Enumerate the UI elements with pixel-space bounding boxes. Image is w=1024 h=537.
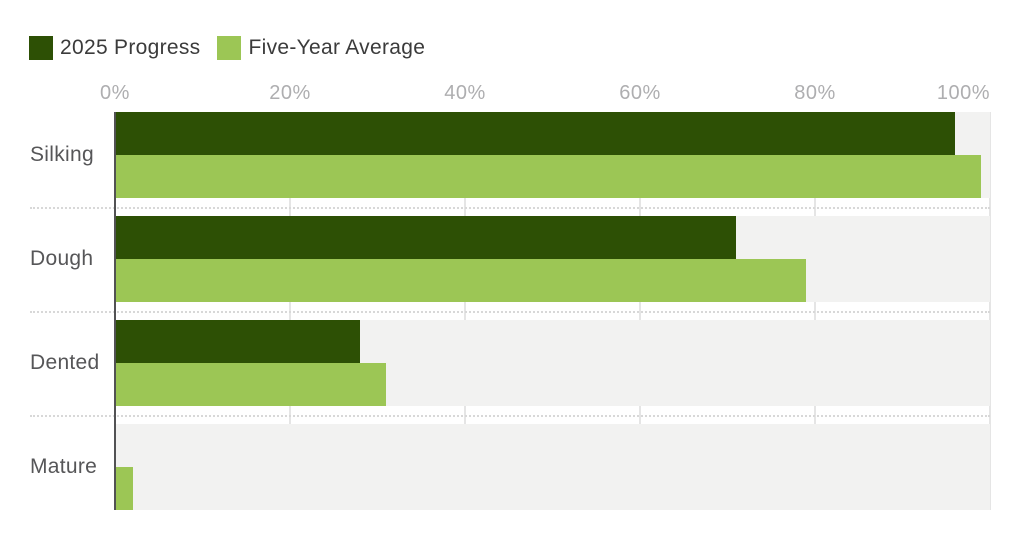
legend-swatch-five-year-average <box>217 36 242 60</box>
x-tick-label-40: 40% <box>444 82 486 104</box>
legend: 2025 Progress Five-Year Average <box>29 36 425 60</box>
dotted-separator-3 <box>30 415 990 417</box>
x-tick-label-100: 100% <box>936 82 990 104</box>
plot-area <box>115 112 991 510</box>
x-tick-label-20: 20% <box>269 82 311 104</box>
x-tick-label-80: 80% <box>794 82 836 104</box>
bar-dented-2025-progress[interactable] <box>115 320 360 363</box>
category-label-dough: Dough <box>30 247 94 270</box>
bar-dented-five-year-average[interactable] <box>115 363 387 406</box>
bar-silking-2025-progress[interactable] <box>115 112 955 155</box>
gridline-100pct <box>989 112 991 510</box>
y-axis-line <box>114 112 116 510</box>
dotted-separator-2 <box>30 311 990 313</box>
x-tick-label-0: 0% <box>100 82 130 104</box>
category-label-mature: Mature <box>30 455 98 478</box>
bar-dough-2025-progress[interactable] <box>115 216 737 259</box>
bar-mature-five-year-average[interactable] <box>115 467 133 510</box>
bar-dough-five-year-average[interactable] <box>115 259 807 302</box>
bar-silking-five-year-average[interactable] <box>115 155 982 198</box>
category-label-dented: Dented <box>30 351 100 374</box>
row-band-mature <box>115 424 990 510</box>
category-label-silking: Silking <box>30 143 94 166</box>
legend-item-five-year-average[interactable]: Five-Year Average <box>217 36 425 60</box>
legend-label-2025-progress: 2025 Progress <box>60 36 201 59</box>
legend-item-2025-progress[interactable]: 2025 Progress <box>29 36 200 60</box>
x-tick-label-60: 60% <box>619 82 661 104</box>
legend-label-five-year-average: Five-Year Average <box>248 36 426 59</box>
legend-swatch-2025-progress <box>29 36 53 60</box>
dotted-separator-1 <box>30 207 990 209</box>
